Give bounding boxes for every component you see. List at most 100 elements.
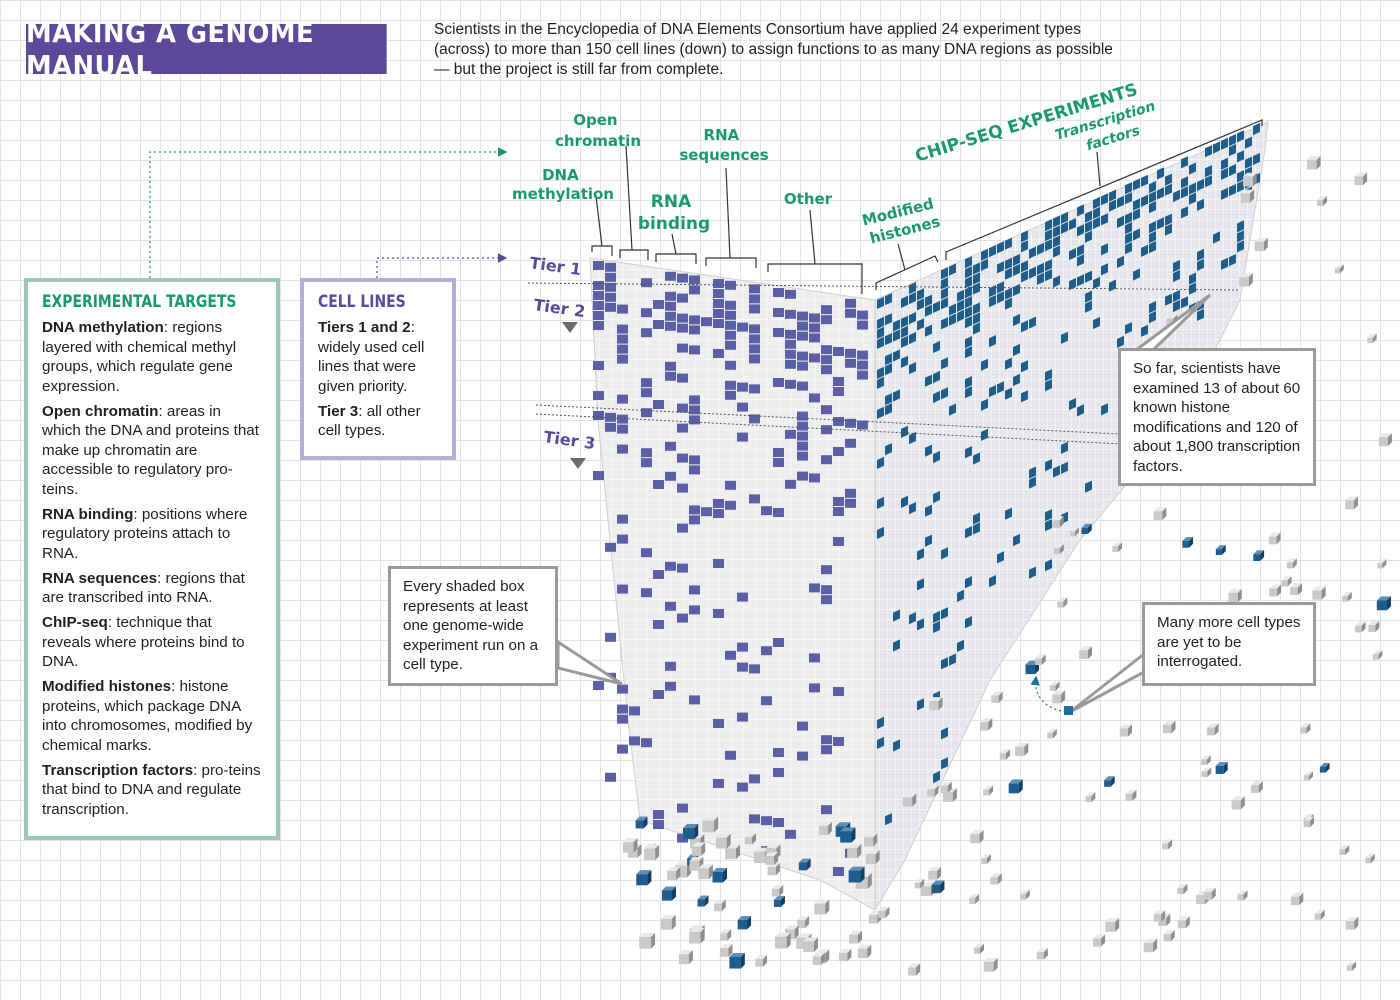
shaded-cell [1037, 242, 1044, 255]
cube [1268, 532, 1281, 545]
shaded-cell [689, 695, 700, 705]
shaded-cell [725, 300, 736, 310]
cube [1085, 792, 1096, 803]
cube [1143, 938, 1158, 953]
cube [1367, 333, 1377, 344]
cube [1035, 654, 1046, 666]
shaded-cell [925, 324, 932, 337]
shaded-cell [617, 684, 628, 694]
shaded-cell [893, 639, 900, 652]
shaded-cell [689, 505, 700, 515]
shaded-cell [785, 339, 796, 349]
shaded-cell [1125, 222, 1132, 235]
shaded-cell [949, 403, 956, 416]
shaded-cell [785, 289, 796, 299]
shaded-cell [713, 309, 724, 318]
shaded-cell [593, 291, 604, 300]
shaded-cell [821, 315, 832, 325]
shaded-cell [821, 365, 832, 375]
shaded-cell [925, 534, 932, 547]
shaded-cell [653, 810, 664, 819]
shaded-cell [1237, 130, 1244, 143]
shaded-cell [877, 336, 884, 349]
more-connector [1030, 675, 1067, 713]
cube [1162, 839, 1173, 850]
shaded-cell [1093, 276, 1100, 290]
shaded-cell [605, 272, 616, 282]
shaded-cell [1173, 259, 1180, 273]
shaded-cell [1069, 398, 1076, 411]
shaded-cell [877, 376, 884, 389]
cube [863, 833, 878, 847]
shaded-cell [1157, 217, 1164, 230]
shaded-cell [1189, 282, 1196, 295]
cube [970, 829, 984, 844]
shaded-cell [617, 744, 628, 754]
shaded-cell [1101, 263, 1108, 276]
cube [1092, 934, 1106, 947]
cube [737, 915, 752, 930]
shaded-cell [1005, 287, 1012, 300]
shaded-cell [1101, 243, 1108, 256]
shaded-cell [1005, 297, 1012, 310]
tier2-divider [535, 404, 1201, 439]
cube [1069, 527, 1080, 537]
shaded-cell [893, 389, 900, 402]
cube [1250, 781, 1263, 793]
shaded-cell [653, 620, 664, 629]
shaded-cell [1165, 173, 1172, 186]
shaded-cell [833, 507, 844, 516]
label-modified-histones: Modified histones [860, 193, 945, 248]
shaded-cell [1133, 198, 1140, 211]
shaded-cell [797, 331, 808, 341]
shaded-cell [665, 291, 676, 301]
shaded-cell [593, 471, 604, 480]
shaded-cell [973, 322, 980, 335]
shaded-cell [773, 308, 784, 317]
shaded-cell [1149, 231, 1156, 244]
cube [1243, 172, 1257, 187]
cube [691, 842, 706, 856]
shaded-cell [1197, 258, 1204, 271]
shaded-cell [665, 301, 676, 311]
shaded-cell [797, 311, 808, 321]
shaded-cell [1165, 183, 1172, 196]
shaded-cell [689, 605, 700, 615]
shaded-cell [941, 657, 948, 670]
shaded-cell [909, 282, 916, 295]
shaded-cell [965, 616, 972, 629]
cube [636, 870, 652, 886]
experimental-targets-title: EXPERIMENTAL TARGETS [42, 292, 237, 312]
shaded-cell [749, 384, 760, 394]
shaded-cell [617, 304, 628, 314]
shaded-cell [909, 312, 916, 325]
shaded-cell [1029, 266, 1036, 279]
cube [1203, 887, 1216, 900]
shaded-cell [713, 299, 724, 308]
shaded-cell [785, 309, 796, 319]
shaded-cell [1189, 192, 1196, 205]
cube [1081, 523, 1092, 535]
shaded-cell [901, 425, 908, 438]
shaded-cell [917, 288, 924, 301]
shaded-cell [809, 323, 820, 333]
shaded-cell [845, 418, 856, 428]
shaded-cell [981, 248, 988, 261]
shaded-cell [1149, 241, 1156, 254]
cube [990, 873, 1002, 885]
tier3-arrow-icon [570, 458, 586, 469]
shaded-cell [1125, 242, 1132, 255]
cube [1345, 496, 1359, 510]
shaded-cell [1165, 293, 1172, 306]
cube [1008, 779, 1023, 794]
shaded-cell [997, 241, 1004, 254]
shaded-cell [1077, 274, 1084, 287]
shaded-cell [713, 779, 724, 788]
shaded-cell [641, 278, 652, 288]
shaded-cell [877, 496, 884, 509]
shaded-cell [917, 618, 924, 631]
shaded-cell [1013, 283, 1020, 297]
shaded-pointer [556, 639, 623, 686]
shaded-cell [725, 330, 736, 340]
cube [1377, 559, 1387, 569]
